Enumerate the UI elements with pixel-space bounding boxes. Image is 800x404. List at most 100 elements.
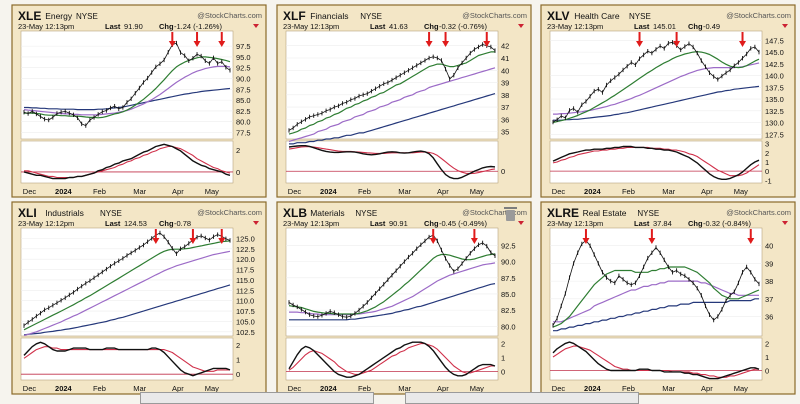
bottom-tab-left[interactable]	[140, 392, 374, 404]
dropdown-arrow-icon[interactable]	[253, 24, 259, 28]
symbol-label: XLE	[18, 9, 41, 23]
chart-panel-xle: XLE Energy NYSE @StockCharts.com 23-May 12:1…	[11, 4, 267, 198]
macd-tick-label: 0	[501, 368, 505, 377]
price-tick-label: 85.0	[236, 96, 251, 105]
symbol-label: XLV	[547, 9, 569, 23]
x-tick-label: Dec	[23, 384, 37, 393]
ma50-line	[288, 67, 496, 143]
chart-panel-xlv: XLV Health Care NYSE @StockCharts.com 23-May…	[540, 4, 796, 198]
sell-arrow-head-icon	[152, 238, 160, 244]
dropdown-arrow-icon[interactable]	[782, 24, 788, 28]
sell-arrow-head-icon	[648, 238, 656, 244]
price-tick-label: 35	[501, 128, 509, 137]
price-tick-label: 38	[501, 91, 509, 100]
price-tick-label: 95.0	[236, 53, 251, 62]
price-tick-label: 142.5	[765, 60, 784, 69]
price-tick-label: 37	[501, 103, 509, 112]
macd-line	[552, 341, 760, 380]
exchange-label: NYSE	[637, 209, 659, 218]
price-tick-label: 145.0	[765, 48, 784, 57]
last-label: Last	[634, 219, 650, 228]
price-line	[552, 41, 760, 123]
exchange-label: NYSE	[629, 12, 651, 21]
x-tick-label: Dec	[23, 187, 37, 196]
price-tick-label: 40	[501, 66, 509, 75]
price-tick-label: 90.0	[236, 75, 251, 84]
macd-tick-label: 0	[236, 168, 240, 177]
price-tick-label: 125.0	[236, 234, 255, 243]
exchange-label: NYSE	[355, 209, 377, 218]
last-label: Last	[105, 22, 121, 31]
ma200-line	[24, 87, 231, 111]
x-tick-label: Dec	[552, 384, 566, 393]
sell-arrow-head-icon	[218, 238, 226, 244]
bottom-tab-right[interactable]	[405, 392, 639, 404]
price-tick-label: 82.5	[236, 107, 251, 116]
sell-arrow-head-icon	[425, 41, 433, 47]
last-label: Last	[105, 219, 121, 228]
macd-tick-label: 2	[501, 340, 505, 349]
price-plot-area	[20, 30, 234, 140]
ma20-line	[552, 51, 760, 124]
date-label: 23-May 12:13pm	[283, 22, 339, 31]
date-label: 23-May 12:13pm	[283, 219, 339, 228]
trash-lid[interactable]	[504, 207, 517, 209]
price-tick-label: 87.5	[501, 274, 516, 283]
macd-tick-label: 0	[765, 367, 769, 376]
x-tick-label: Mar	[398, 187, 411, 196]
chg-label: Chg	[424, 22, 439, 31]
sell-arrow-head-icon	[168, 41, 176, 47]
price-tick-label: 80.0	[501, 322, 516, 331]
sector-name: Health Care	[574, 11, 620, 21]
dropdown-arrow-icon[interactable]	[253, 221, 259, 225]
last-value: 145.01	[653, 22, 676, 31]
dropdown-arrow-icon[interactable]	[782, 221, 788, 225]
stockcharts-watermark: @StockCharts.com	[462, 11, 527, 20]
stockcharts-watermark: @StockCharts.com	[197, 208, 262, 217]
macd-tick-label: 0	[765, 167, 769, 176]
symbol-label: XLF	[283, 9, 306, 23]
price-line	[288, 234, 496, 318]
sell-arrow-head-icon	[470, 238, 478, 244]
macd-line	[23, 143, 231, 180]
sell-arrow-head-icon	[582, 238, 590, 244]
x-tick-label: Mar	[662, 187, 675, 196]
ma200-line	[289, 93, 496, 145]
chg-value: -0.32 (-0.84%)	[703, 219, 751, 228]
macd-line	[288, 341, 496, 378]
stockcharts-watermark: @StockCharts.com	[197, 11, 262, 20]
ma20-line	[24, 56, 231, 119]
macd-plot-area	[549, 140, 763, 184]
chg-value: -0.45 (-0.49%)	[439, 219, 487, 228]
dropdown-arrow-icon[interactable]	[518, 24, 524, 28]
chg-label: Chg	[688, 219, 703, 228]
macd-tick-label: 2	[236, 341, 240, 350]
sector-name: Industrials	[45, 208, 84, 218]
chg-value: -0.49	[703, 22, 720, 31]
symbol-label: XLRE	[547, 206, 579, 220]
trash-body[interactable]	[506, 210, 515, 221]
chg-value: -0.78	[174, 219, 191, 228]
symbol-label: XLI	[18, 206, 37, 220]
last-label: Last	[634, 22, 650, 31]
price-plot-area	[285, 30, 499, 140]
x-tick-label: Apr	[437, 384, 449, 393]
trash-icon[interactable]	[504, 207, 517, 221]
macd-signal-line	[288, 146, 496, 175]
stockcharts-watermark: @StockCharts.com	[726, 208, 791, 217]
sector-name: Energy	[45, 11, 73, 21]
chart-panel-xli: XLI Industrials NYSE @StockCharts.com 23-May…	[11, 201, 267, 395]
x-tick-label: Dec	[552, 187, 566, 196]
date-label: 23-May 12:13pm	[547, 219, 603, 228]
ma50-line	[553, 280, 759, 323]
ma200-line	[553, 85, 760, 121]
price-tick-label: 127.5	[765, 130, 784, 139]
last-value: 90.91	[389, 219, 408, 228]
macd-line	[288, 145, 496, 180]
dropdown-arrow-icon[interactable]	[518, 221, 524, 225]
macd-tick-label: 1	[765, 158, 769, 167]
price-tick-label: 36	[765, 313, 773, 322]
macd-tick-label: 3	[765, 140, 769, 149]
ma200-line	[289, 283, 496, 321]
x-tick-label: 2024	[584, 187, 602, 196]
